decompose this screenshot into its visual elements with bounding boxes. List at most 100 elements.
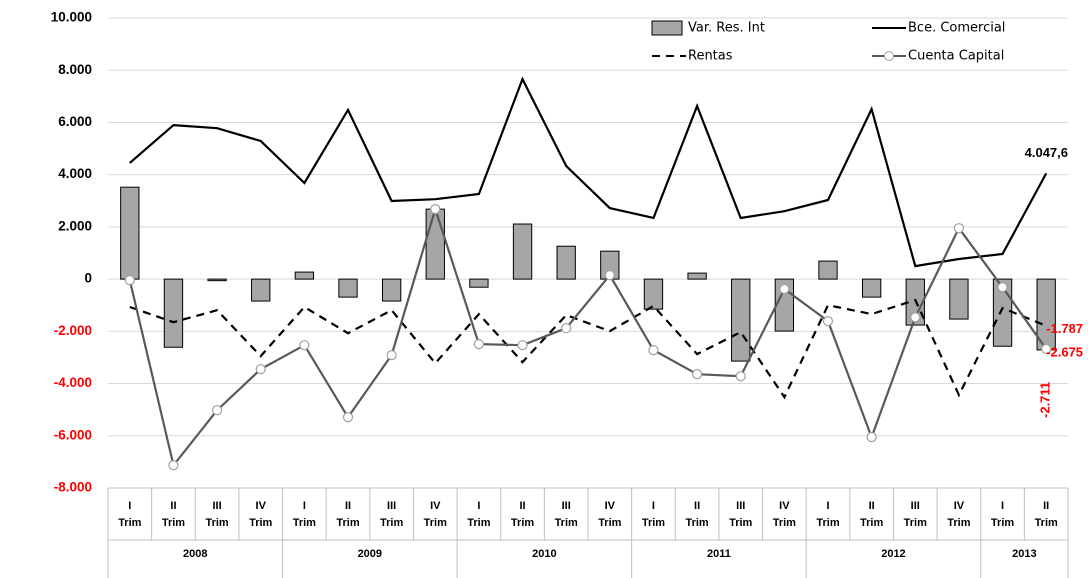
bar — [338, 278, 358, 298]
data-label: 4.047,6 — [1025, 145, 1068, 160]
x-tick-label: III — [911, 500, 920, 512]
x-tick-label: II — [1043, 500, 1049, 512]
bar — [469, 278, 489, 288]
x-tick-label: I — [128, 500, 131, 512]
line — [128, 205, 1048, 468]
year-label: 2011 — [707, 548, 731, 560]
x-tick-label: II — [345, 500, 351, 512]
point — [124, 275, 135, 286]
point — [168, 460, 179, 471]
y-tick-label: -6.000 — [54, 427, 92, 442]
year-label: 2013 — [1012, 548, 1036, 560]
bar — [207, 278, 227, 282]
point — [779, 283, 790, 295]
year-label: 2010 — [532, 548, 556, 560]
bar — [818, 260, 838, 280]
x-tick-label-suffix: Trim — [729, 517, 752, 529]
bar — [687, 272, 707, 280]
x-tick-label-suffix: Trim — [205, 517, 228, 529]
legend-label: Rentas — [688, 49, 733, 64]
x-tick-label-suffix: Trim — [118, 517, 141, 529]
point — [517, 340, 528, 351]
x-tick-label-suffix: Trim — [511, 517, 534, 529]
year-label: 2012 — [881, 548, 905, 560]
point — [866, 431, 877, 443]
year-label: 2008 — [183, 548, 207, 560]
y-tick-label: 0 — [84, 271, 92, 286]
point — [648, 345, 659, 356]
point — [953, 223, 965, 234]
bar — [949, 278, 969, 320]
bar — [643, 278, 664, 310]
legend-swatch — [651, 20, 683, 36]
point — [473, 339, 485, 350]
line — [129, 76, 1048, 268]
point — [1041, 343, 1052, 355]
point — [211, 405, 223, 416]
x-tick-label-suffix: Trim — [424, 517, 447, 529]
point — [691, 369, 703, 380]
x-tick-label-suffix: Trim — [162, 517, 185, 529]
point — [604, 270, 615, 281]
bar — [294, 271, 315, 280]
x-tick-label: I — [826, 500, 829, 512]
x-tick-label: I — [652, 500, 655, 512]
x-tick-label: III — [736, 500, 745, 512]
x-tick-label: II — [170, 500, 176, 512]
x-tick-label: III — [213, 500, 222, 512]
x-tick-label: II — [694, 500, 700, 512]
y-tick-label: 8.000 — [58, 62, 92, 77]
x-tick-label-suffix: Trim — [773, 517, 796, 529]
point — [430, 204, 441, 215]
bar — [381, 278, 402, 302]
legend-label: Bce. Comercial — [908, 21, 1005, 36]
data-label: -1.787 — [1046, 321, 1083, 336]
y-tick-label: -2.000 — [54, 323, 92, 338]
x-tick-label-suffix: Trim — [904, 517, 927, 529]
x-tick-label: I — [303, 500, 306, 512]
x-tick-label-suffix: Trim — [336, 517, 359, 529]
x-tick-label-suffix: Trim — [249, 517, 272, 529]
line — [129, 298, 1047, 400]
y-tick-label: 4.000 — [58, 166, 92, 181]
x-tick-label: III — [387, 500, 396, 512]
y-tick-label: 10.000 — [51, 10, 92, 25]
point — [386, 349, 397, 361]
x-tick-label: II — [869, 500, 875, 512]
x-tick-label: IV — [779, 500, 790, 512]
legend-marker — [884, 51, 894, 61]
bar — [512, 223, 533, 280]
x-tick-label-suffix: Trim — [467, 517, 490, 529]
x-tick-label-suffix: Trim — [380, 517, 403, 529]
point — [910, 312, 921, 323]
bar — [861, 278, 882, 298]
x-tick-label: III — [562, 500, 571, 512]
y-tick-label: -4.000 — [54, 375, 92, 390]
bar — [425, 208, 445, 280]
x-tick-label-suffix: Trim — [685, 517, 708, 529]
x-tick-label-suffix: Trim — [860, 517, 883, 529]
x-tick-label-suffix: Trim — [642, 517, 665, 529]
year-label: 2009 — [358, 548, 382, 560]
x-tick-label-suffix: Trim — [947, 517, 970, 529]
point — [997, 282, 1008, 293]
x-tick-label: IV — [954, 500, 965, 512]
y-tick-label: 2.000 — [58, 218, 92, 233]
legend-label: Cuenta Capital — [908, 49, 1004, 64]
bar — [556, 245, 576, 280]
point — [342, 412, 354, 423]
legend-label: Var. Res. Int — [688, 21, 765, 36]
x-tick-label-suffix: Trim — [293, 517, 316, 529]
bar — [251, 278, 271, 302]
x-tick-label-suffix: Trim — [816, 517, 839, 529]
x-tick-label: IV — [605, 500, 616, 512]
y-tick-label: -8.000 — [54, 480, 92, 495]
data-label: -2.711 — [1038, 382, 1053, 418]
point — [561, 323, 572, 334]
point — [299, 340, 310, 351]
x-tick-label-suffix: Trim — [991, 517, 1014, 529]
point — [735, 371, 746, 382]
x-tick-label: I — [477, 500, 480, 512]
point — [822, 316, 834, 327]
